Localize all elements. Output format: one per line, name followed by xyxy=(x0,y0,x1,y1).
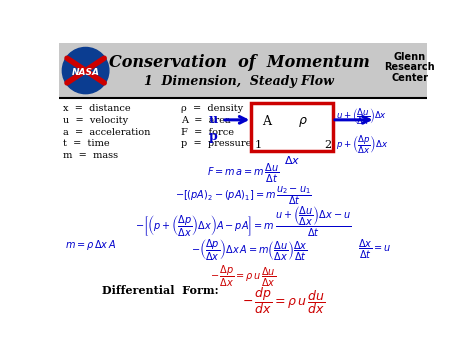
Text: $F = m\,a = m\,\dfrac{\Delta u}{\Delta t}$: $F = m\,a = m\,\dfrac{\Delta u}{\Delta t… xyxy=(207,162,279,185)
Text: $-\left(\dfrac{\Delta p}{\Delta x}\right)\Delta x\,A = m\left(\dfrac{\Delta u}{\: $-\left(\dfrac{\Delta p}{\Delta x}\right… xyxy=(191,238,308,263)
Text: t  =  time: t = time xyxy=(63,139,110,148)
Text: 2: 2 xyxy=(324,140,331,150)
Text: Conservation  of  Momentum: Conservation of Momentum xyxy=(109,54,369,71)
Text: p  =  pressure: p = pressure xyxy=(181,139,251,148)
Text: Glenn: Glenn xyxy=(393,52,426,62)
Text: $m = \rho\,\Delta x\,A$: $m = \rho\,\Delta x\,A$ xyxy=(65,238,117,252)
Text: 1: 1 xyxy=(255,140,262,150)
Text: 1  Dimension,  Steady Flow: 1 Dimension, Steady Flow xyxy=(144,75,334,88)
Text: $-\left[(pA)_2 - (pA)_1\right] = m\,\dfrac{u_2 - u_1}{\Delta t}$: $-\left[(pA)_2 - (pA)_1\right] = m\,\dfr… xyxy=(174,184,311,207)
Text: Center: Center xyxy=(391,73,428,83)
Text: x  =  distance: x = distance xyxy=(63,105,131,114)
Text: ρ  =  density: ρ = density xyxy=(181,105,243,114)
Text: $-\,\dfrac{dp}{dx} = \rho\,u\,\dfrac{du}{dx}$: $-\,\dfrac{dp}{dx} = \rho\,u\,\dfrac{du}… xyxy=(243,285,326,316)
Bar xyxy=(251,103,333,151)
Bar xyxy=(59,43,427,98)
Text: $\Delta x$: $\Delta x$ xyxy=(284,154,300,166)
Text: u: u xyxy=(208,113,218,126)
Text: NASA: NASA xyxy=(72,67,100,77)
Text: p: p xyxy=(209,130,218,143)
Text: A: A xyxy=(262,115,271,128)
Text: $\dfrac{\Delta x}{\Delta t} = u$: $\dfrac{\Delta x}{\Delta t} = u$ xyxy=(357,238,391,261)
Text: m  =  mass: m = mass xyxy=(63,151,118,160)
Text: Research: Research xyxy=(384,62,435,72)
Text: a  =  acceleration: a = acceleration xyxy=(63,127,151,136)
Text: F  =  force: F = force xyxy=(181,127,234,136)
Text: $-\left[\left(p + \left(\dfrac{\Delta p}{\Delta x}\right)\Delta x\right)A - pA\r: $-\left[\left(p + \left(\dfrac{\Delta p}… xyxy=(135,205,351,240)
Text: Differential  Form:: Differential Form: xyxy=(102,285,219,296)
Text: A  =  area: A = area xyxy=(181,116,230,125)
Circle shape xyxy=(63,47,109,94)
Text: $-\,\dfrac{\Delta p}{\Delta x} = \rho\,u\,\dfrac{\Delta u}{\Delta x}$: $-\,\dfrac{\Delta p}{\Delta x} = \rho\,u… xyxy=(210,264,276,289)
Text: $u + \left(\dfrac{\Delta u}{\Delta x}\right)\Delta x$: $u + \left(\dfrac{\Delta u}{\Delta x}\ri… xyxy=(336,106,387,127)
Text: u  =  velocity: u = velocity xyxy=(63,116,128,125)
Text: $p + \left(\dfrac{\Delta p}{\Delta x}\right)\Delta x$: $p + \left(\dfrac{\Delta p}{\Delta x}\ri… xyxy=(336,134,388,156)
Text: $\rho$: $\rho$ xyxy=(298,115,308,129)
